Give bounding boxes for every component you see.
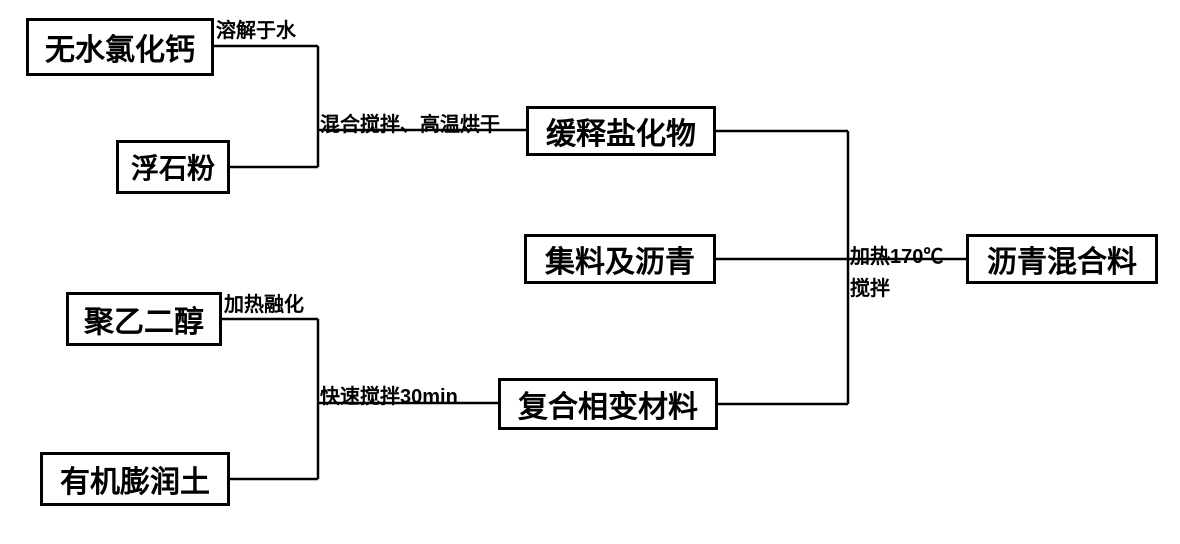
- node-pumice-powder: 浮石粉: [116, 140, 230, 194]
- edge-text: 搅拌: [850, 278, 890, 300]
- node-label: 浮石粉: [131, 147, 215, 187]
- node-label: 沥青混合料: [987, 237, 1137, 281]
- edge-label-stir-30min: 快速搅拌30min: [320, 380, 458, 409]
- edge-text: 混合搅拌、高温烘干: [320, 114, 500, 136]
- edge-label-heat-melt: 加热融化: [224, 288, 304, 317]
- node-slow-release-salt: 缓释盐化物: [526, 106, 716, 156]
- node-polyethylene-glycol: 聚乙二醇: [66, 292, 222, 346]
- node-anhydrous-calcium-chloride: 无水氯化钙: [26, 18, 214, 76]
- node-organic-bentonite: 有机膨润土: [40, 452, 230, 506]
- node-composite-pcm: 复合相变材料: [498, 378, 718, 430]
- node-label: 缓释盐化物: [546, 109, 696, 153]
- edge-text: 溶解于水: [216, 20, 296, 42]
- edge-text: 加热融化: [224, 294, 304, 316]
- edge-label-stir: 搅拌: [850, 272, 890, 301]
- node-label: 复合相变材料: [518, 382, 698, 426]
- node-asphalt-mixture: 沥青混合料: [966, 234, 1158, 284]
- edge-text: 加热170℃: [850, 246, 943, 268]
- edge-label-mix-dry: 混合搅拌、高温烘干: [320, 108, 500, 137]
- edge-label-dissolve: 溶解于水: [216, 14, 296, 43]
- node-label: 聚乙二醇: [84, 297, 204, 341]
- edge-label-heat-170c: 加热170℃: [850, 240, 943, 269]
- node-label: 无水氯化钙: [45, 25, 195, 69]
- node-label: 集料及沥青: [545, 237, 695, 281]
- edge-text: 快速搅拌30min: [320, 386, 458, 408]
- node-label: 有机膨润土: [60, 457, 210, 501]
- node-aggregate-asphalt: 集料及沥青: [524, 234, 716, 284]
